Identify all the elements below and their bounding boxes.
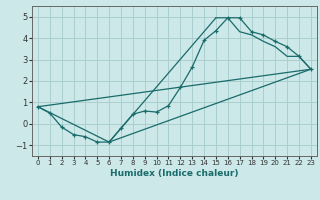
X-axis label: Humidex (Indice chaleur): Humidex (Indice chaleur) — [110, 169, 239, 178]
